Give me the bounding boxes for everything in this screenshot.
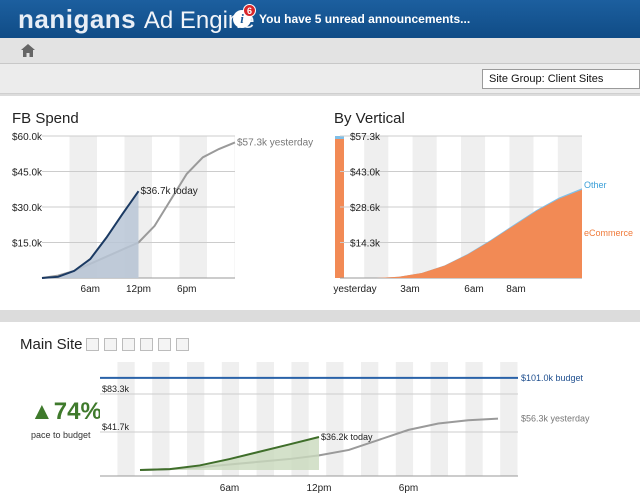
x-tick-label: 6am bbox=[220, 483, 239, 494]
ecommerce-area bbox=[376, 189, 582, 278]
pace-number: 74% bbox=[53, 398, 102, 425]
grid-band bbox=[326, 362, 344, 476]
yesterday-annotation: $56.3k yesterday bbox=[521, 414, 590, 424]
grid-band bbox=[221, 362, 240, 476]
today-area bbox=[42, 191, 139, 278]
y-tick-label: $28.6k bbox=[350, 203, 381, 214]
grid-band bbox=[430, 362, 448, 476]
notification-badge[interactable]: 6 bbox=[243, 4, 256, 17]
announcement-link[interactable]: You have 5 unread announcements... bbox=[259, 12, 471, 26]
text-align-icon[interactable] bbox=[122, 338, 135, 351]
y-tick-label: $41.7k bbox=[102, 422, 130, 432]
grid-band bbox=[100, 362, 118, 476]
today-line bbox=[139, 436, 320, 471]
today-area bbox=[140, 436, 319, 470]
edit-icon[interactable] bbox=[104, 338, 117, 351]
nav-bar bbox=[0, 38, 640, 64]
y-tick-label: $45.0k bbox=[12, 168, 43, 179]
budget-annotation: $101.0k budget bbox=[521, 373, 584, 383]
x-tick-label: 12pm bbox=[306, 483, 331, 494]
y-tick-label: $43.0k bbox=[350, 168, 381, 179]
top-bar bbox=[0, 0, 640, 38]
grid-band bbox=[343, 362, 361, 476]
by-vertical-chart: $57.3k $43.0k $28.6k $14.3k yesterday 3am 6am 8… bbox=[333, 132, 633, 295]
main-site-title: Main Site bbox=[20, 336, 83, 353]
legend-ecommerce: eCommerce bbox=[584, 228, 633, 238]
x-tick-label: 12pm bbox=[126, 284, 151, 295]
budget-icon[interactable] bbox=[176, 338, 189, 351]
pace-label: pace to budget bbox=[31, 430, 91, 440]
y-tick-label: $60.0k bbox=[12, 132, 43, 143]
grid-band bbox=[187, 362, 205, 476]
x-tick-label: 6pm bbox=[177, 284, 196, 295]
by-vertical-title: By Vertical bbox=[334, 110, 405, 127]
today-line bbox=[41, 190, 140, 279]
y-tick-label: $83.3k bbox=[102, 384, 130, 394]
grid-band bbox=[169, 362, 187, 476]
logo-main: nanigans bbox=[18, 4, 137, 34]
x-tick-label: 6am bbox=[464, 284, 483, 295]
yesterday-bar bbox=[335, 136, 344, 278]
grid-band bbox=[152, 362, 170, 476]
bidding-icon[interactable] bbox=[158, 338, 171, 351]
y-tick-label: $57.3k bbox=[350, 132, 381, 143]
grid-band bbox=[395, 362, 414, 476]
hourglass-icon[interactable] bbox=[140, 338, 153, 351]
today-annotation: $36.7k today bbox=[141, 186, 198, 197]
grid-band bbox=[378, 362, 396, 476]
pace-value: ▲74% bbox=[30, 398, 102, 425]
y-tick-label: $14.3k bbox=[350, 239, 381, 250]
settings-icon[interactable] bbox=[86, 338, 99, 351]
grid-band bbox=[500, 362, 518, 476]
grid-band bbox=[239, 362, 257, 476]
site-group-select[interactable]: Site Group: Client Sites bbox=[482, 69, 640, 89]
grid-band bbox=[117, 362, 135, 476]
today-annotation: $36.2k today bbox=[321, 432, 373, 442]
yesterday-bar-other bbox=[335, 136, 344, 139]
logo[interactable]: nanigans Ad Engine bbox=[18, 4, 255, 35]
x-tick-label: 8am bbox=[506, 284, 525, 295]
grid-band bbox=[204, 362, 222, 476]
legend-other: Other bbox=[584, 180, 607, 190]
home-icon[interactable] bbox=[21, 44, 35, 57]
x-tick-label: 6am bbox=[81, 284, 100, 295]
grid-band bbox=[134, 362, 153, 476]
yesterday-annotation: $57.3k yesterday bbox=[237, 137, 313, 148]
y-tick-label: $15.0k bbox=[12, 239, 43, 250]
grid-band bbox=[256, 362, 274, 476]
y-tick-label: $30.0k bbox=[12, 203, 43, 214]
grid-band bbox=[448, 362, 466, 476]
fb-spend-chart: $60.0k $45.0k $30.0k $15.0k 6am 12pm 6pm $36.7k… bbox=[12, 132, 313, 295]
grid-band bbox=[413, 362, 431, 476]
x-tick-label: 6pm bbox=[399, 483, 418, 494]
grid-band bbox=[361, 362, 379, 476]
x-tick-label: 3am bbox=[400, 284, 419, 295]
fb-spend-title: FB Spend bbox=[12, 110, 79, 127]
x-tick-label: yesterday bbox=[333, 284, 376, 295]
